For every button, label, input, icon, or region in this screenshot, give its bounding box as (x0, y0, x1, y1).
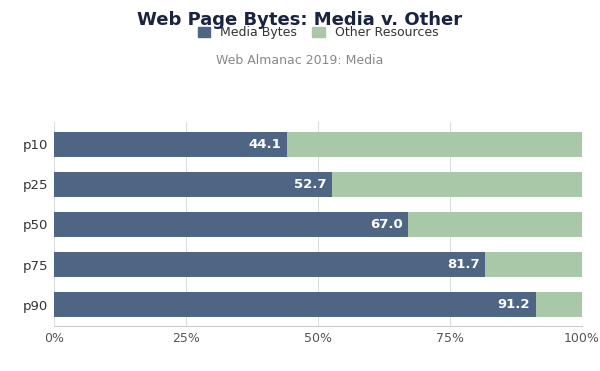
Bar (54, 212, 408, 237)
Text: 81.7: 81.7 (448, 258, 480, 271)
Bar (408, 212, 582, 237)
Text: Web Page Bytes: Media v. Other: Web Page Bytes: Media v. Other (137, 11, 463, 29)
Text: 44.1: 44.1 (249, 138, 281, 151)
Bar (332, 172, 582, 197)
Bar (54, 252, 485, 277)
Bar (287, 132, 582, 157)
Bar (536, 292, 582, 317)
Legend: Media Bytes, Other Resources: Media Bytes, Other Resources (194, 23, 442, 43)
Text: 91.2: 91.2 (498, 298, 530, 311)
Bar (485, 252, 582, 277)
Text: 67.0: 67.0 (370, 218, 403, 231)
Bar (54, 292, 536, 317)
Bar (54, 172, 332, 197)
Bar (54, 132, 287, 157)
Text: Web Almanac 2019: Media: Web Almanac 2019: Media (217, 54, 383, 67)
Text: 52.7: 52.7 (295, 178, 327, 191)
